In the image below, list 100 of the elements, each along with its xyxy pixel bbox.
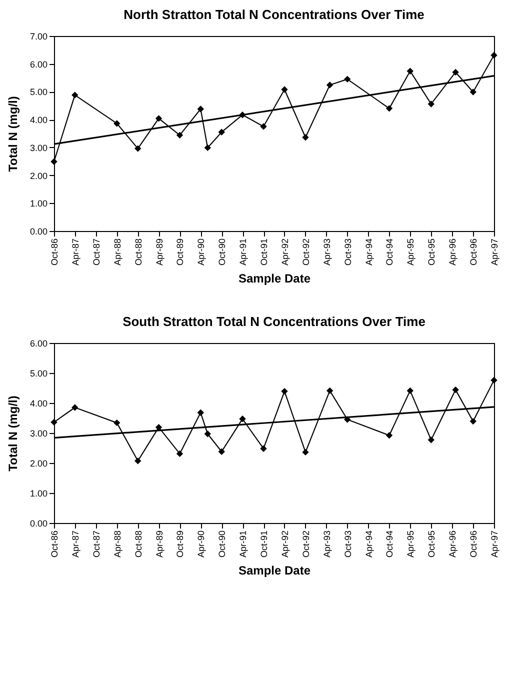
y-axis-title: Total N (mg/l) xyxy=(6,96,20,172)
x-tick-label: Oct-90 xyxy=(217,530,228,558)
point xyxy=(72,404,78,411)
point xyxy=(239,416,246,422)
x-tick-label: Apr-95 xyxy=(406,530,416,558)
x-tick-label: Oct-90 xyxy=(217,238,228,266)
y-tick-label: 1.00 xyxy=(30,198,48,209)
point xyxy=(197,106,204,112)
x-tick-label: Apr-89 xyxy=(154,238,164,266)
point xyxy=(326,387,334,394)
x-tick-label: Oct-95 xyxy=(426,238,437,266)
y-tick-label: 0.00 xyxy=(30,518,48,528)
x-tick-label: Apr-92 xyxy=(280,530,290,558)
chart-title: North Stratton Total N Concentrations Over Time xyxy=(124,7,424,22)
x-tick-label: Apr-87 xyxy=(70,530,80,558)
y-tick-label: 5.00 xyxy=(30,368,48,378)
x-tick-label: Apr-90 xyxy=(196,530,206,558)
point xyxy=(428,100,434,108)
point xyxy=(155,115,162,122)
point xyxy=(155,424,162,431)
x-tick-label: Oct-93 xyxy=(342,530,353,558)
x-tick-label: Apr-93 xyxy=(322,530,332,558)
point xyxy=(452,386,459,394)
x-tick-label: Apr-88 xyxy=(112,238,122,266)
point xyxy=(218,448,225,455)
x-tick-label: Oct-87 xyxy=(91,238,102,266)
y-tick-label: 6.00 xyxy=(30,338,48,348)
x-tick-label: Oct-86 xyxy=(50,238,60,266)
point xyxy=(218,128,225,136)
x-tick-label: Oct-95 xyxy=(426,530,437,558)
y-tick-label: 4.00 xyxy=(30,115,48,126)
point xyxy=(386,105,393,112)
y-tick-label: 3.00 xyxy=(30,142,48,153)
x-tick-label: Oct-91 xyxy=(259,238,269,266)
x-tick-label: Oct-89 xyxy=(175,238,186,266)
x-tick-label: Apr-88 xyxy=(112,530,122,558)
point xyxy=(204,430,211,438)
x-tick-label: Apr-91 xyxy=(238,530,248,558)
y-tick-label: 4.00 xyxy=(30,398,48,408)
x-tick-label: Apr-96 xyxy=(448,530,458,558)
x-tick-label: Apr-96 xyxy=(448,238,458,266)
point xyxy=(302,134,309,141)
point xyxy=(490,52,498,59)
x-tick-label: Apr-97 xyxy=(490,238,500,266)
x-tick-label: Oct-93 xyxy=(342,238,353,266)
y-tick-label: 1.00 xyxy=(30,488,48,498)
x-tick-label: Oct-88 xyxy=(133,530,144,558)
y-tick-label: 3.00 xyxy=(30,428,48,438)
x-tick-label: Oct-96 xyxy=(468,238,479,266)
y-tick-label: 6.00 xyxy=(30,59,48,70)
point xyxy=(260,445,267,452)
point xyxy=(406,387,414,394)
x-tick-label: Oct-89 xyxy=(175,530,186,558)
y-tick-label: 5.00 xyxy=(30,87,48,98)
x-tick-label: Apr-94 xyxy=(364,530,374,558)
x-tick-label: Apr-89 xyxy=(154,530,164,558)
x-tick-label: Apr-93 xyxy=(322,238,332,266)
x-tick-label: Apr-95 xyxy=(406,238,416,266)
point xyxy=(260,123,267,130)
point xyxy=(176,450,184,458)
y-tick-label: 2.00 xyxy=(30,170,48,181)
x-tick-label: Apr-90 xyxy=(196,238,206,266)
x-axis-title: Sample Date xyxy=(238,564,311,578)
y-tick-label: 0.00 xyxy=(30,226,48,236)
point xyxy=(114,120,120,127)
point xyxy=(204,144,211,152)
y-axis-title: Total N (mg/l) xyxy=(6,396,20,472)
x-axis-title: Sample Date xyxy=(238,272,311,286)
x-tick-label: Apr-97 xyxy=(490,530,500,558)
point xyxy=(281,86,288,93)
x-tick-label: Oct-92 xyxy=(300,238,311,266)
point xyxy=(50,418,58,426)
x-tick-label: Oct-86 xyxy=(50,530,60,558)
point xyxy=(386,432,393,439)
point xyxy=(470,88,476,96)
x-tick-label: Oct-92 xyxy=(300,530,311,558)
x-tick-label: Apr-94 xyxy=(364,238,374,266)
x-tick-label: Oct-96 xyxy=(468,530,479,558)
point xyxy=(114,419,120,426)
point xyxy=(134,145,142,152)
chart-title: South Stratton Total N Concentrations Over Time xyxy=(122,314,426,329)
x-tick-label: Oct-91 xyxy=(259,530,269,558)
point xyxy=(281,388,288,395)
x-tick-label: Oct-94 xyxy=(384,238,395,266)
x-tick-label: Oct-88 xyxy=(133,238,144,266)
point xyxy=(406,68,414,74)
point xyxy=(326,82,334,88)
point xyxy=(490,376,498,384)
y-tick-label: 7.00 xyxy=(30,32,48,42)
x-tick-label: Apr-87 xyxy=(70,238,80,266)
point xyxy=(452,68,459,76)
point xyxy=(134,458,142,464)
x-tick-label: Apr-91 xyxy=(238,238,248,266)
point xyxy=(50,158,58,165)
x-tick-label: Oct-94 xyxy=(384,530,395,558)
x-tick-label: Apr-92 xyxy=(280,238,290,266)
point xyxy=(176,132,184,139)
x-tick-label: Oct-87 xyxy=(91,530,102,558)
point xyxy=(72,92,78,98)
point xyxy=(302,448,309,456)
